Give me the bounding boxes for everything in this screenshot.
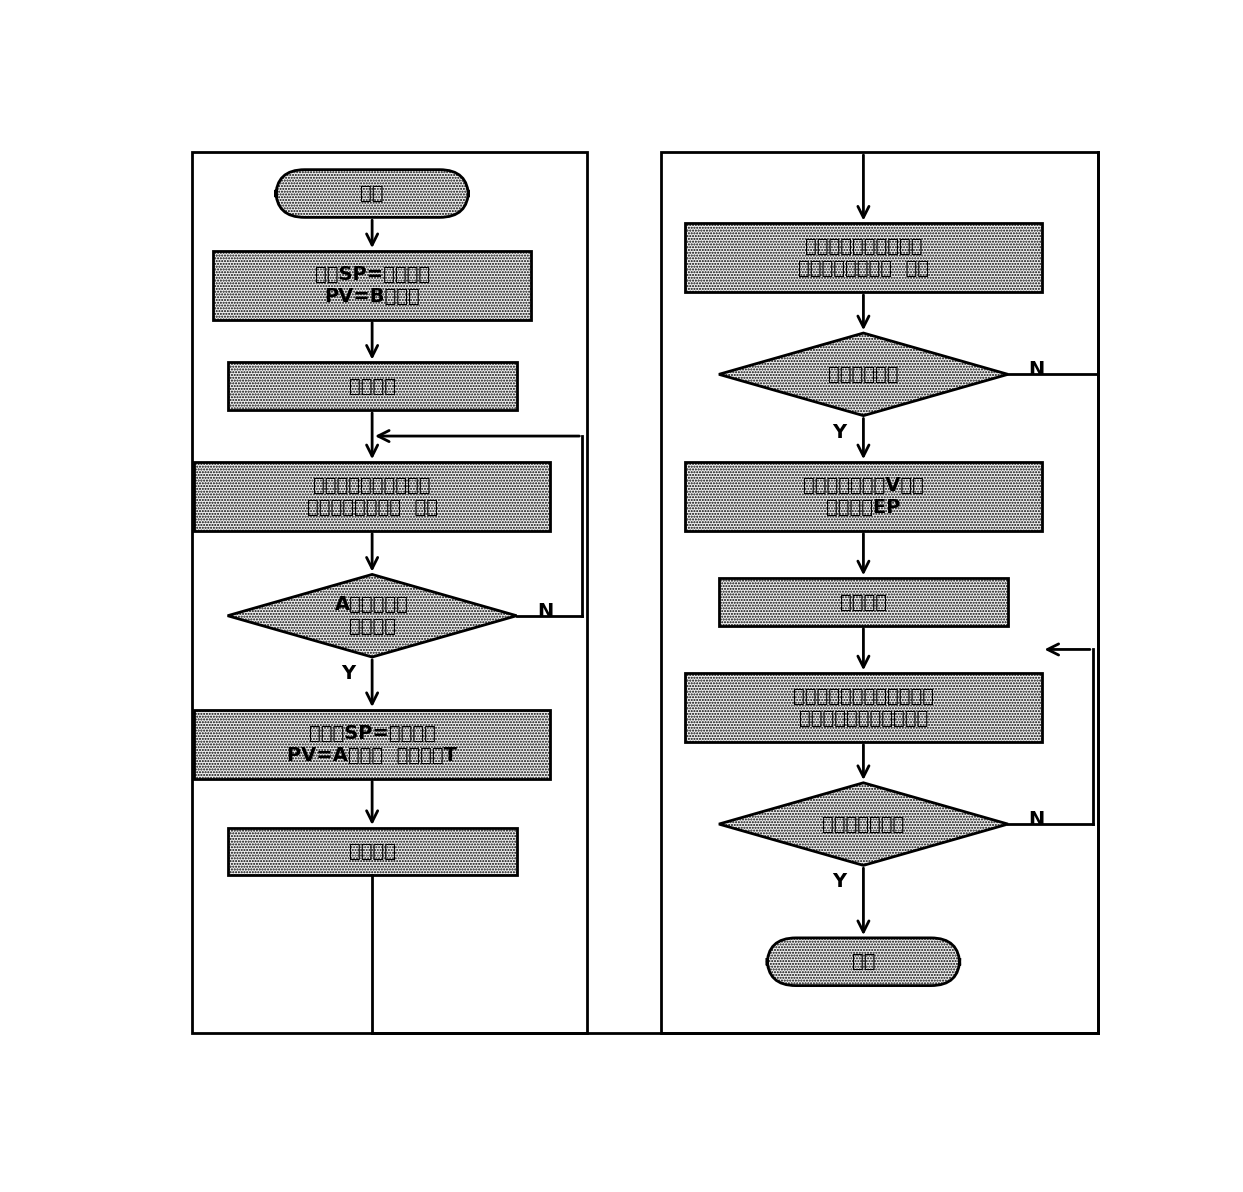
Bar [194, 462, 551, 530]
Text: 达到降温目标？: 达到降温目标？ [823, 814, 905, 833]
FancyBboxPatch shape [767, 938, 960, 986]
Text: 热风阀和冷风阀关闭、
换向阀和风机打开  保温: 热风阀和冷风阀关闭、 换向阀和风机打开 保温 [798, 237, 929, 278]
Bar [661, 153, 1098, 1033]
Bar [685, 673, 1042, 741]
Text: 升温开始: 升温开始 [348, 377, 395, 396]
Text: 热风阀和冷风阀关闭、
换向阀和风机打开  升温: 热风阀和冷风阀关闭、 换向阀和风机打开 升温 [307, 476, 438, 517]
Bar [685, 462, 1042, 530]
Bar [227, 362, 517, 410]
Bar [685, 223, 1042, 292]
Text: 设置SP=安全温度
PV=B区温度: 设置SP=安全温度 PV=B区温度 [314, 265, 430, 306]
Text: 保温时间到？: 保温时间到？ [828, 365, 899, 384]
Text: 降温开始: 降温开始 [840, 592, 888, 611]
Text: Y: Y [833, 873, 846, 892]
Text: 热风阀和冷风阀打开、换向
阀关闭、风机变频器开启: 热风阀和冷风阀打开、换向 阀关闭、风机变频器开启 [793, 687, 933, 728]
Bar [194, 462, 551, 530]
Bar [227, 827, 517, 875]
Polygon shape [718, 333, 1008, 416]
Text: 结束: 结束 [851, 952, 875, 971]
Bar [191, 153, 587, 1033]
Bar [214, 250, 531, 319]
Bar [718, 578, 1008, 626]
Bar [194, 709, 551, 778]
Text: N: N [1029, 811, 1045, 828]
Text: Y: Y [833, 423, 846, 442]
Bar [227, 827, 517, 875]
Polygon shape [718, 783, 1008, 865]
Bar [718, 578, 1008, 626]
Bar [685, 223, 1042, 292]
Text: N: N [537, 602, 553, 621]
Text: 设置：降温速率V和降
温目标値EP: 设置：降温速率V和降 温目标値EP [803, 476, 924, 517]
Polygon shape [227, 575, 517, 657]
Text: 设置：SP=目标温度
PV=A区温度  保温时间T: 设置：SP=目标温度 PV=A区温度 保温时间T [287, 724, 457, 765]
Bar [685, 673, 1042, 741]
FancyBboxPatch shape [276, 169, 469, 217]
Bar [214, 250, 531, 319]
Text: Y: Y [341, 664, 355, 683]
Text: A区温度达到
目标値？: A区温度达到 目标値？ [336, 595, 409, 637]
Bar [227, 362, 517, 410]
Text: 保温开始: 保温开始 [348, 842, 395, 861]
Text: 开始: 开始 [360, 184, 384, 203]
Bar [685, 462, 1042, 530]
Bar [194, 709, 551, 778]
Text: N: N [1029, 360, 1045, 379]
